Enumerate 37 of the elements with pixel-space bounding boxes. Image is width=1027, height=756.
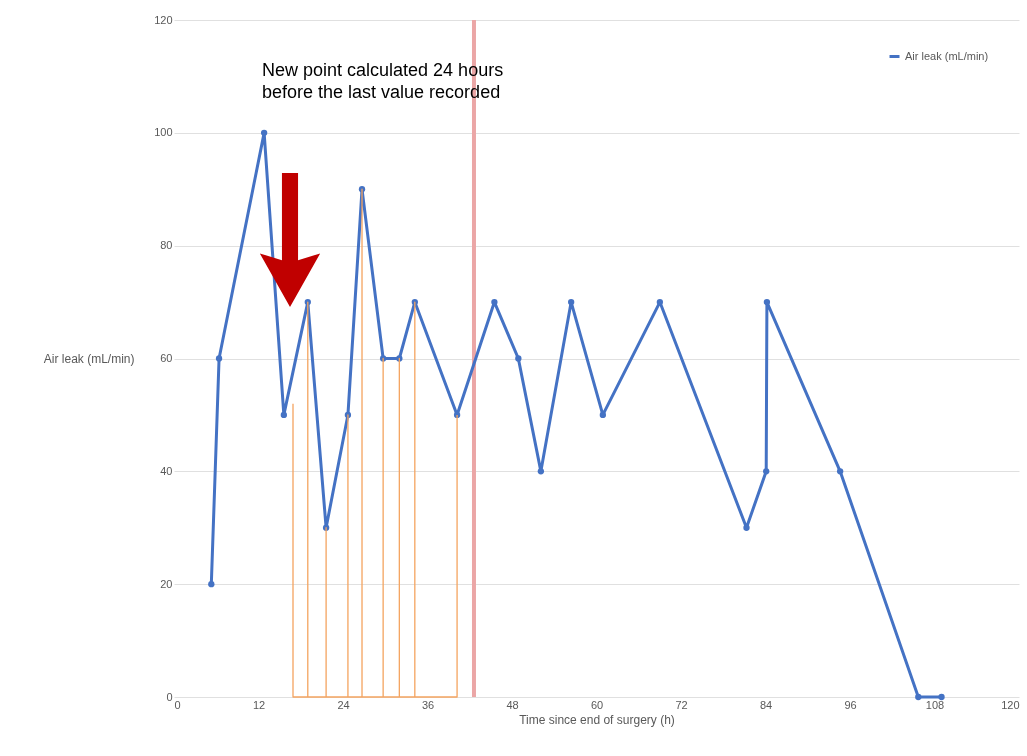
y-tick-label: 60 — [160, 352, 173, 364]
point — [836, 468, 844, 475]
point — [599, 411, 606, 419]
x-tick-label: 96 — [844, 698, 857, 711]
x-tick-label: 120 — [1001, 698, 1020, 711]
point — [215, 355, 223, 362]
y-tick-label: 120 — [154, 13, 173, 26]
y-tick-label: 100 — [154, 126, 173, 139]
annotation: New point calculated 24 hours before the last value recorded — [262, 60, 504, 102]
x-tick-label: 36 — [421, 698, 435, 711]
point — [743, 524, 750, 531]
y-tick-label: 40 — [160, 464, 173, 477]
point — [656, 298, 664, 306]
x-tick-label: 24 — [337, 698, 350, 711]
legend-label: Air leak (mL/min) — [905, 49, 989, 62]
y-axis-title: Air leak (mL/min) — [43, 352, 135, 366]
point — [280, 411, 288, 419]
x-tick-label: 12 — [252, 698, 266, 711]
point — [938, 693, 945, 701]
point — [208, 581, 215, 588]
x-axis-title: Time since end of surgery (h) — [519, 712, 675, 727]
y-tick-label: 0 — [166, 690, 173, 703]
point — [515, 355, 522, 362]
point — [763, 468, 770, 475]
x-tick-label: 48 — [506, 698, 519, 711]
y-tick-label: 80 — [160, 239, 173, 252]
x-tick-label: 72 — [675, 698, 688, 711]
point — [763, 298, 771, 306]
x-tick-label: 84 — [759, 698, 773, 711]
x-tick-label: 0 — [174, 698, 181, 711]
point — [537, 468, 545, 475]
x-tick-label: 60 — [590, 698, 604, 711]
x-tick-label: 108 — [925, 698, 945, 711]
y-tick-label: 20 — [160, 577, 173, 590]
point — [915, 693, 922, 701]
point — [567, 298, 575, 306]
point — [260, 129, 268, 136]
